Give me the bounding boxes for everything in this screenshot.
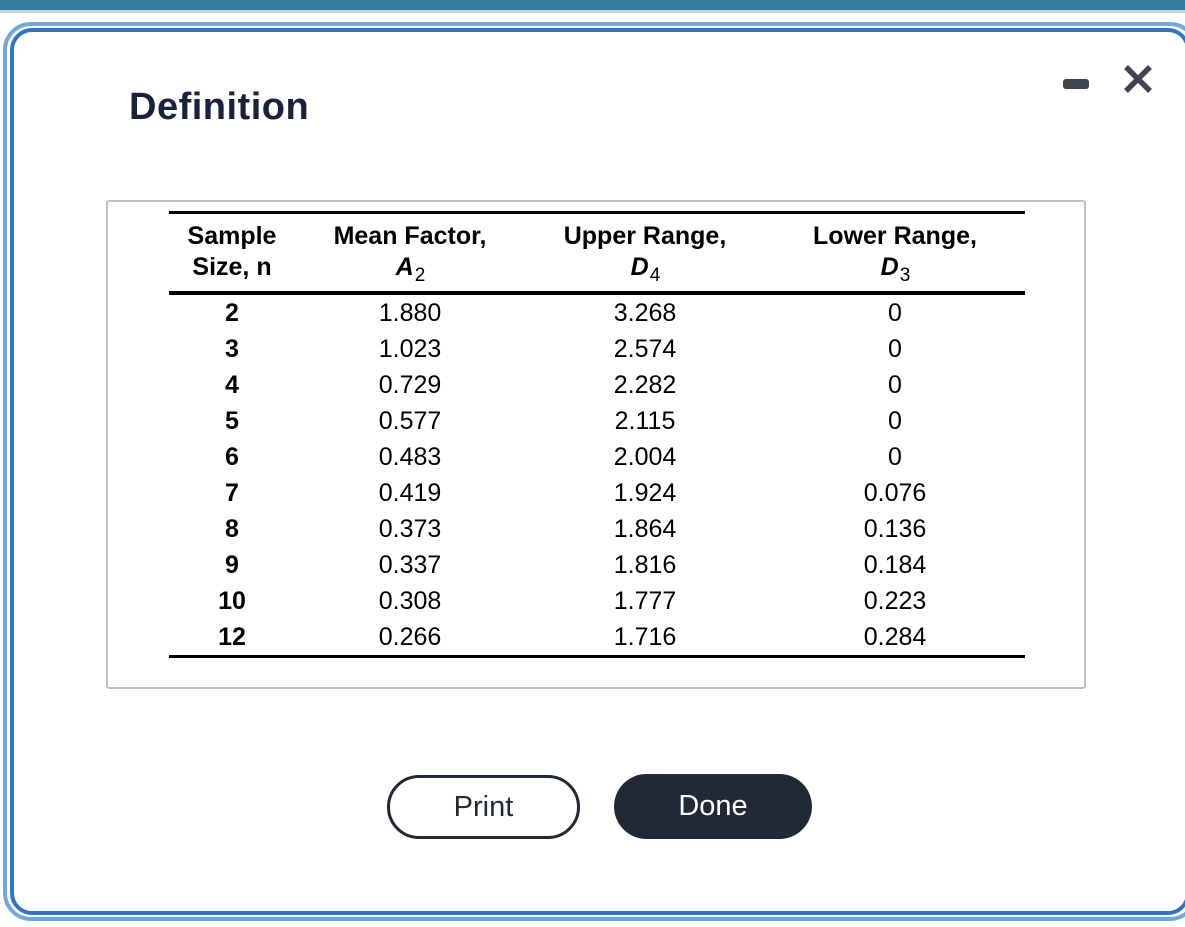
dialog-outer-frame	[3, 22, 1185, 921]
done-button[interactable]: Done	[614, 774, 812, 839]
cell-d4-value: 1.864	[613, 515, 677, 543]
header-subscript: 4	[649, 265, 661, 286]
cell-d3-value: 0	[888, 407, 902, 435]
dialog-title: Definition	[129, 86, 310, 128]
cell-d4-value: 1.777	[613, 587, 677, 615]
close-icon[interactable]	[1122, 63, 1154, 95]
minimize-icon[interactable]	[1063, 79, 1089, 89]
cell-d4-value: 1.924	[613, 479, 677, 507]
print-button[interactable]: Print	[387, 775, 580, 839]
cell-d3-value: 0.184	[863, 551, 927, 579]
col-header-mean-factor: Mean Factor, A2	[295, 212, 525, 295]
table-row: 12 0.266 1.716 0.284	[169, 619, 1025, 658]
cell-sample-size: 3	[225, 335, 239, 363]
cell-sample-size: 9	[225, 551, 239, 579]
cell-d4-value: 2.574	[613, 335, 677, 363]
cell-a2-value: 0.337	[378, 551, 442, 579]
header-line2: Size, n	[192, 253, 272, 281]
cell-sample-size: 2	[225, 299, 239, 327]
header-subscript: 3	[899, 265, 911, 286]
cell-d3-value: 0.284	[765, 619, 1025, 658]
cell-a2-value: 0.266	[295, 619, 525, 658]
cell-a2-value: 0.483	[378, 443, 442, 471]
browser-top-bar-divider	[0, 10, 1185, 13]
table-row: 9 0.337 1.816 0.184	[169, 547, 1025, 583]
table-body: 2 1.880 3.268 0 3 1.023 2.574 0 4 0.729 2.282 0 5 0.5…	[169, 293, 1025, 658]
cell-d3-value: 0.223	[863, 587, 927, 615]
cell-d3-value: 0.136	[863, 515, 927, 543]
col-header-upper-range: Upper Range, D4	[525, 212, 765, 295]
cell-sample-size: 7	[225, 479, 239, 507]
header-subscript: 2	[414, 265, 426, 286]
header-line1: Sample	[187, 222, 277, 250]
header-line1: Mean Factor,	[333, 222, 487, 250]
col-header-sample-size: Sample Size, n	[169, 212, 295, 295]
cell-a2-value: 0.729	[378, 371, 442, 399]
cell-d4-value: 2.004	[613, 443, 677, 471]
table-row: 6 0.483 2.004 0	[169, 439, 1025, 475]
header-symbol: D	[630, 253, 649, 281]
header-line1: Upper Range,	[563, 222, 727, 250]
cell-d3-value: 0	[888, 371, 902, 399]
cell-d3-value: 0	[888, 335, 902, 363]
cell-d3-value: 0	[888, 443, 902, 471]
table-row: 10 0.308 1.777 0.223	[169, 583, 1025, 619]
cell-a2-value: 0.308	[378, 587, 442, 615]
control-chart-factors-table: Sample Size, n Mean Factor, A2 Upper Ran…	[169, 211, 1025, 658]
cell-a2-value: 0.577	[378, 407, 442, 435]
cell-d4-value: 3.268	[613, 299, 677, 327]
factors-table-card: Sample Size, n Mean Factor, A2 Upper Ran…	[106, 200, 1086, 689]
table-row: 2 1.880 3.268 0	[169, 293, 1025, 331]
browser-top-bar	[0, 0, 1185, 10]
cell-sample-size: 12	[169, 619, 295, 658]
cell-d4-value: 2.115	[614, 407, 676, 435]
table-row: 3 1.023 2.574 0	[169, 331, 1025, 367]
cell-sample-size: 8	[225, 515, 239, 543]
cell-d4-value: 2.282	[613, 371, 677, 399]
cell-d3-value: 0	[888, 299, 902, 327]
cell-d3-value: 0.076	[863, 479, 927, 507]
col-header-lower-range: Lower Range, D3	[765, 212, 1025, 295]
cell-a2-value: 1.023	[378, 335, 442, 363]
cell-a2-value: 0.373	[378, 515, 442, 543]
cell-sample-size: 5	[225, 407, 239, 435]
header-line1: Lower Range,	[813, 222, 977, 250]
cell-sample-size: 10	[218, 587, 246, 615]
header-symbol: D	[880, 253, 899, 281]
cell-a2-value: 0.419	[378, 479, 442, 507]
cell-d4-value: 1.816	[613, 551, 677, 579]
cell-a2-value: 1.880	[378, 299, 442, 327]
cell-sample-size: 4	[225, 371, 239, 399]
table-header: Sample Size, n Mean Factor, A2 Upper Ran…	[169, 212, 1025, 295]
table-row: 5 0.577 2.115 0	[169, 403, 1025, 439]
table-row: 7 0.419 1.924 0.076	[169, 475, 1025, 511]
cell-sample-size: 6	[225, 443, 239, 471]
table-row: 8 0.373 1.864 0.136	[169, 511, 1025, 547]
table-row: 4 0.729 2.282 0	[169, 367, 1025, 403]
header-symbol: A	[395, 253, 414, 281]
close-x-glyph	[1124, 65, 1152, 93]
cell-d4-value: 1.716	[525, 619, 765, 658]
